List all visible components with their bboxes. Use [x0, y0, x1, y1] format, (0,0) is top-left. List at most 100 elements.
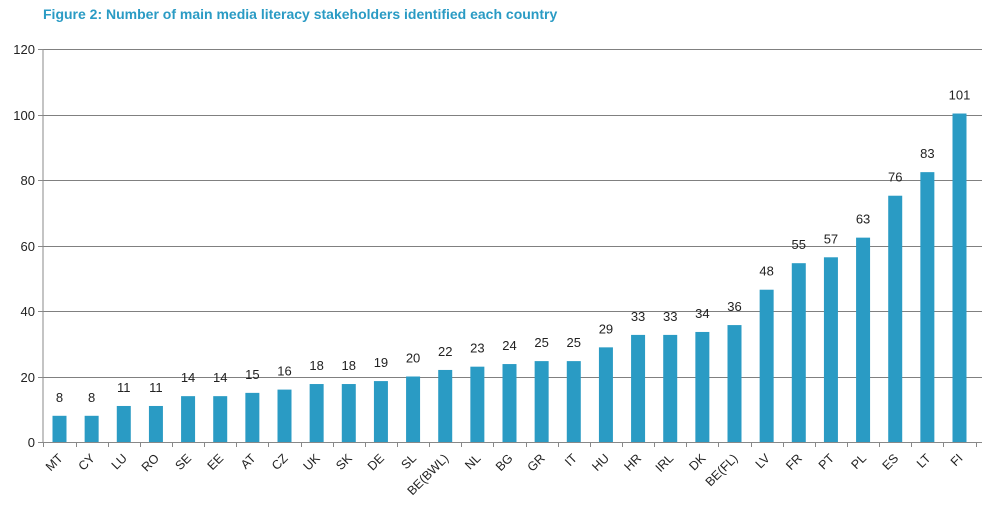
- bar: [438, 369, 453, 442]
- data-label: 14: [213, 370, 227, 385]
- y-tick-label: 60: [21, 239, 35, 254]
- bar: [727, 325, 742, 442]
- data-label: 18: [342, 358, 356, 373]
- data-label: 57: [824, 231, 838, 246]
- bar: [373, 381, 388, 442]
- data-label: 101: [949, 88, 971, 103]
- chart-title: Figure 2: Number of main media literacy …: [43, 6, 558, 22]
- category-label: FI: [948, 451, 966, 469]
- bar: [245, 392, 260, 442]
- category-label: ES: [880, 451, 902, 473]
- bar: [148, 405, 163, 442]
- category-label: EE: [205, 451, 227, 473]
- data-label: 25: [534, 335, 548, 350]
- y-tick-label: 20: [21, 370, 35, 385]
- data-label: 8: [56, 390, 63, 405]
- data-label: 8: [88, 390, 95, 405]
- bar: [663, 334, 678, 442]
- category-label: RO: [139, 451, 162, 474]
- y-tick-label: 40: [21, 304, 35, 319]
- data-label: 34: [695, 306, 709, 321]
- category-label: DK: [686, 451, 709, 474]
- data-label: 55: [792, 237, 806, 252]
- bar: [470, 366, 485, 442]
- category-label: LV: [753, 451, 774, 472]
- category-label: IT: [562, 451, 580, 469]
- category-label: BE(FL): [703, 451, 741, 489]
- data-label: 29: [599, 321, 613, 336]
- bar: [952, 113, 967, 442]
- category-label: HU: [589, 451, 612, 474]
- data-label: 63: [856, 212, 870, 227]
- data-label: 36: [727, 299, 741, 314]
- bar: [534, 361, 549, 442]
- y-tick-label: 120: [13, 42, 35, 57]
- data-label: 76: [888, 170, 902, 185]
- category-label: PT: [816, 451, 837, 472]
- data-labels: 8 8 11 11 14 14 15 16 18 18 19 20 22 23 24 25 25 29 33 33 34…: [56, 88, 970, 405]
- bar: [759, 289, 774, 442]
- category-label: DE: [365, 451, 387, 473]
- bar: [791, 263, 806, 442]
- y-tick-label: 0: [28, 435, 35, 450]
- data-label: 16: [277, 364, 291, 379]
- data-label: 23: [470, 341, 484, 356]
- y-axis: 0 20 40 60 80 100 120: [13, 42, 44, 450]
- category-label: FR: [783, 451, 805, 473]
- bar: [116, 405, 131, 442]
- data-label: 11: [149, 380, 163, 395]
- bar: [598, 347, 613, 442]
- bars: [52, 113, 967, 442]
- bar: [181, 396, 196, 442]
- data-label: 18: [309, 358, 323, 373]
- bar: [823, 257, 838, 442]
- category-label: LT: [914, 451, 934, 471]
- category-label: IRL: [653, 451, 677, 475]
- data-label: 15: [245, 367, 259, 382]
- bar: [341, 384, 356, 442]
- data-label: 25: [567, 335, 581, 350]
- bar: [566, 361, 581, 442]
- category-label: MT: [43, 451, 66, 474]
- category-label: GR: [525, 451, 548, 474]
- data-label: 20: [406, 351, 420, 366]
- data-label: 19: [374, 355, 388, 370]
- category-label: HR: [622, 451, 645, 474]
- category-label: SK: [333, 451, 355, 473]
- data-label: 22: [438, 344, 452, 359]
- bar: [631, 334, 646, 442]
- data-label: 83: [920, 146, 934, 161]
- bar: [920, 172, 935, 442]
- category-label: CY: [76, 451, 99, 474]
- category-label: BG: [493, 451, 516, 474]
- y-tick-label: 100: [13, 108, 35, 123]
- data-label: 14: [181, 370, 195, 385]
- bar: [277, 389, 292, 442]
- data-label: 24: [502, 338, 516, 353]
- category-label: LU: [109, 451, 130, 472]
- gridlines: [43, 49, 982, 378]
- bar: [695, 331, 710, 442]
- data-label: 48: [759, 264, 773, 279]
- category-label: SL: [398, 451, 419, 472]
- data-label: 33: [663, 309, 677, 324]
- category-label: UK: [301, 451, 324, 474]
- bar: [213, 396, 228, 442]
- bar: [888, 195, 903, 442]
- category-label: CZ: [269, 451, 291, 473]
- x-axis: [43, 442, 982, 447]
- bar: [502, 364, 517, 442]
- data-label: 33: [631, 309, 645, 324]
- category-label: NL: [462, 451, 483, 472]
- bar: [406, 376, 421, 442]
- bar: [309, 384, 324, 442]
- data-label: 11: [117, 380, 131, 395]
- bar: [856, 237, 871, 442]
- category-label: PL: [848, 451, 869, 472]
- category-label: SE: [172, 451, 194, 473]
- y-tick-label: 80: [21, 173, 35, 188]
- category-label: AT: [238, 451, 259, 472]
- bar: [52, 415, 67, 442]
